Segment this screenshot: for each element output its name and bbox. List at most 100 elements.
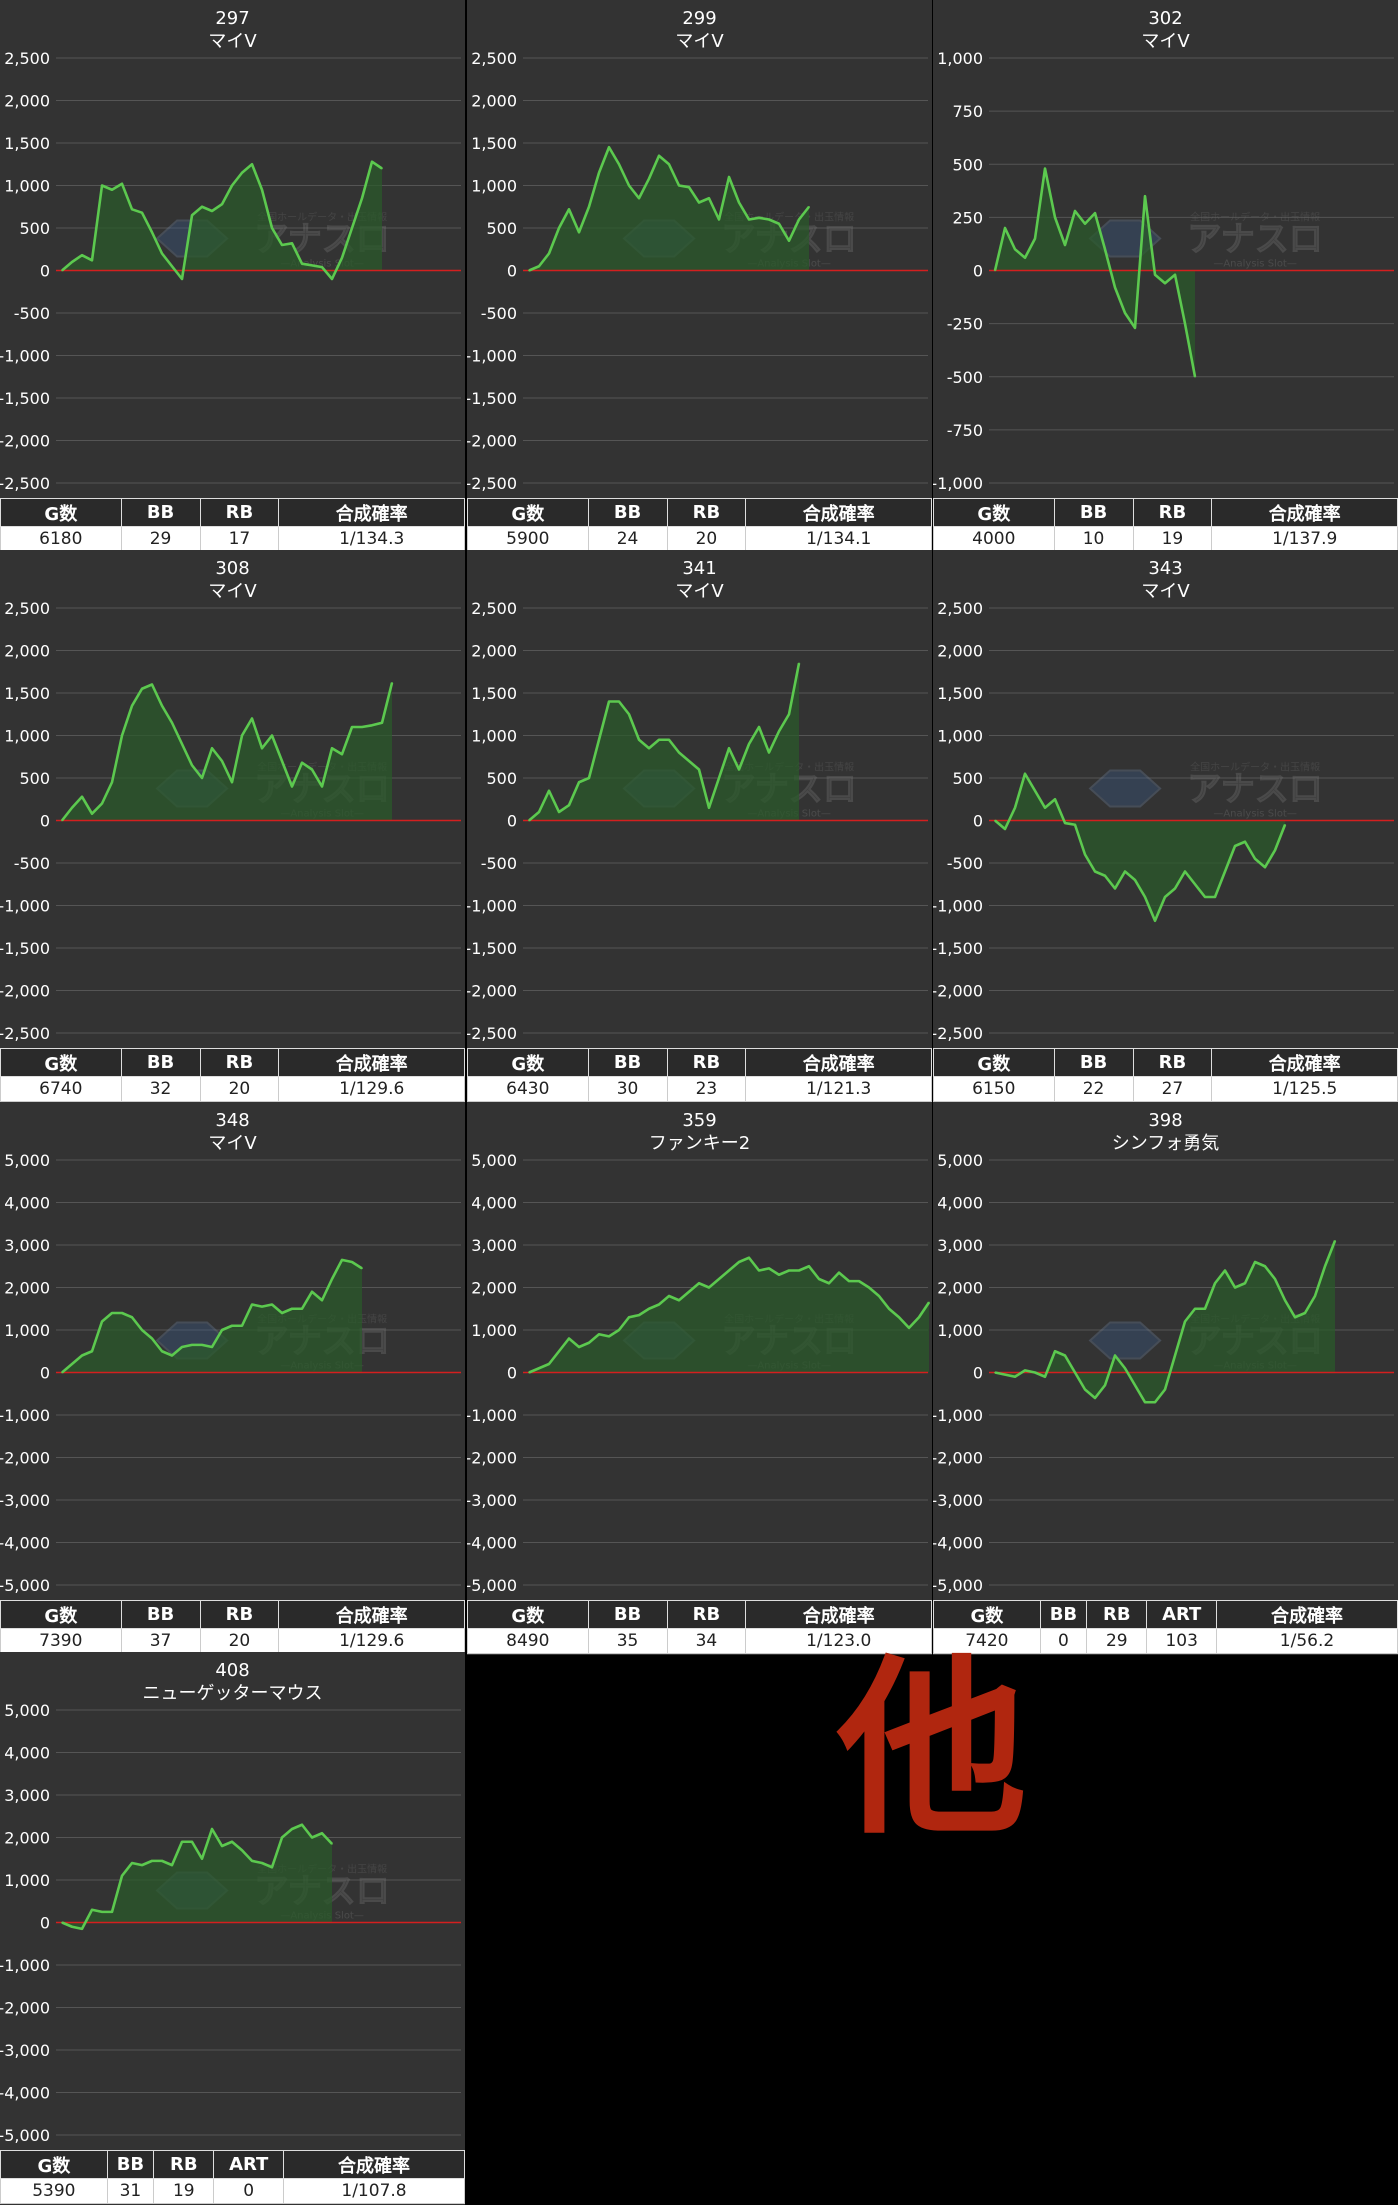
- data-point: [638, 197, 640, 200]
- y-tick-label: -500: [481, 854, 517, 873]
- data-point: [151, 1337, 153, 1340]
- data-point: [1154, 1401, 1156, 1404]
- watermark-sub: —Analysis Slot—: [280, 259, 364, 270]
- data-point: [728, 176, 730, 178]
- data-point: [618, 1329, 620, 1331]
- data-point: [331, 1843, 333, 1845]
- data-point: [658, 738, 660, 741]
- data-point: [361, 1267, 363, 1270]
- data-point: [768, 751, 770, 754]
- stats-header-g: G数: [0, 2150, 108, 2179]
- data-point: [1234, 845, 1236, 847]
- y-tick-label: 2,000: [937, 642, 983, 661]
- data-point: [261, 747, 263, 750]
- stats-value-rb: 27: [1132, 1076, 1213, 1102]
- data-point: [321, 1832, 323, 1835]
- data-point: [251, 1860, 253, 1862]
- data-point: [141, 1329, 143, 1331]
- data-point: [291, 242, 293, 245]
- data-point: [768, 218, 770, 221]
- data-point: [1084, 853, 1086, 856]
- data-point: [201, 205, 203, 208]
- data-point: [321, 1299, 323, 1302]
- data-point: [1004, 227, 1006, 229]
- data-point: [301, 1823, 303, 1826]
- data-point: [71, 1363, 73, 1365]
- stats-header-row: G数 BB RB 合成確率: [933, 498, 1398, 527]
- stats-value-rb: 19: [153, 2178, 215, 2204]
- stats-value-rb: 20: [666, 526, 747, 552]
- data-point: [131, 1862, 133, 1864]
- stats-header-rb: RB: [666, 1048, 747, 1077]
- data-point: [161, 252, 163, 255]
- series-line: [61, 1823, 333, 1931]
- data-point: [321, 266, 323, 268]
- machine-number: 302: [1148, 8, 1182, 29]
- y-tick-label: 0: [973, 262, 983, 281]
- stats-value-bb: 10: [1053, 526, 1134, 552]
- data-point: [61, 269, 63, 272]
- data-point: [1084, 1388, 1086, 1391]
- data-point: [81, 254, 83, 256]
- data-point: [1124, 312, 1126, 314]
- stats-value-rb: 23: [666, 1076, 747, 1102]
- data-point: [241, 734, 243, 737]
- stats-table: G数 BB RB 合成確率 6150 22 27 1/125.5: [933, 1048, 1398, 1102]
- data-point: [678, 1299, 680, 1302]
- data-point: [698, 768, 700, 771]
- data-point: [151, 231, 153, 234]
- y-tick-label: 1,000: [4, 1871, 50, 1890]
- data-point: [361, 726, 363, 728]
- data-point: [548, 789, 550, 792]
- data-point: [171, 265, 173, 268]
- y-tick-label: -1,000: [0, 1406, 50, 1425]
- y-tick-label: 0: [40, 262, 50, 281]
- data-point: [111, 781, 113, 784]
- data-point: [1214, 896, 1216, 898]
- data-point: [668, 163, 670, 166]
- data-point: [1064, 244, 1066, 246]
- machine-number: 348: [215, 1110, 249, 1131]
- machine-model: ニューゲッターマウス: [143, 1683, 323, 1704]
- y-tick-label: -1,000: [933, 897, 983, 916]
- chart-panel-299: 299 マイV 2,500 2,000 1,500 1,000 500 0 -500 -1,000…: [467, 0, 932, 553]
- machine-number: 308: [215, 558, 249, 579]
- data-point: [281, 1312, 283, 1314]
- data-point: [111, 1312, 113, 1314]
- machine-number: 359: [682, 1110, 716, 1131]
- data-point: [171, 1864, 173, 1866]
- y-tick-label: -2,000: [467, 432, 517, 451]
- stats-value-g: 6180: [0, 526, 122, 552]
- watermark-main: アナスロ: [1187, 220, 1322, 260]
- data-point: [678, 751, 680, 754]
- data-point: [1094, 212, 1096, 214]
- data-point: [311, 264, 313, 267]
- stats-header-rate: 合成確率: [745, 1048, 932, 1077]
- data-point: [1044, 806, 1046, 809]
- machine-model: マイV: [675, 581, 724, 602]
- data-point: [648, 747, 650, 750]
- y-tick-label: -1,500: [467, 939, 517, 958]
- y-tick-label: -500: [14, 304, 50, 323]
- data-point: [568, 1337, 570, 1340]
- data-point: [668, 1295, 670, 1297]
- stats-header-rate: 合成確率: [278, 1048, 465, 1077]
- data-point: [271, 1303, 273, 1306]
- data-point: [141, 211, 143, 214]
- data-point: [798, 218, 800, 221]
- data-point: [558, 227, 560, 229]
- data-point: [221, 760, 223, 762]
- data-point: [808, 1265, 810, 1268]
- stats-header-rb: RB: [199, 1048, 280, 1077]
- data-point: [1284, 1299, 1286, 1302]
- data-point: [261, 1305, 263, 1308]
- series-line: [994, 772, 1287, 923]
- data-point: [351, 726, 353, 728]
- stats-value-rate: 1/123.0: [745, 1628, 932, 1654]
- data-point: [808, 205, 810, 208]
- data-point: [141, 687, 143, 690]
- chart-panel-359: 359 ファンキー2 5,000 4,000 3,000 2,000 1,000 0 -1,00…: [467, 1102, 932, 1655]
- y-tick-label: -2,000: [933, 1449, 983, 1468]
